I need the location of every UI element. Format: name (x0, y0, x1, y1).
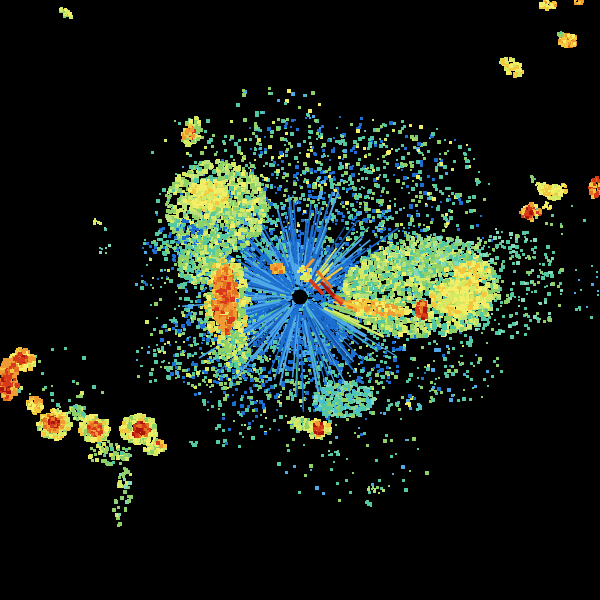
radar-reflectivity-canvas (0, 0, 600, 600)
radar-view: Weather radar reflectivity display (0, 0, 600, 600)
